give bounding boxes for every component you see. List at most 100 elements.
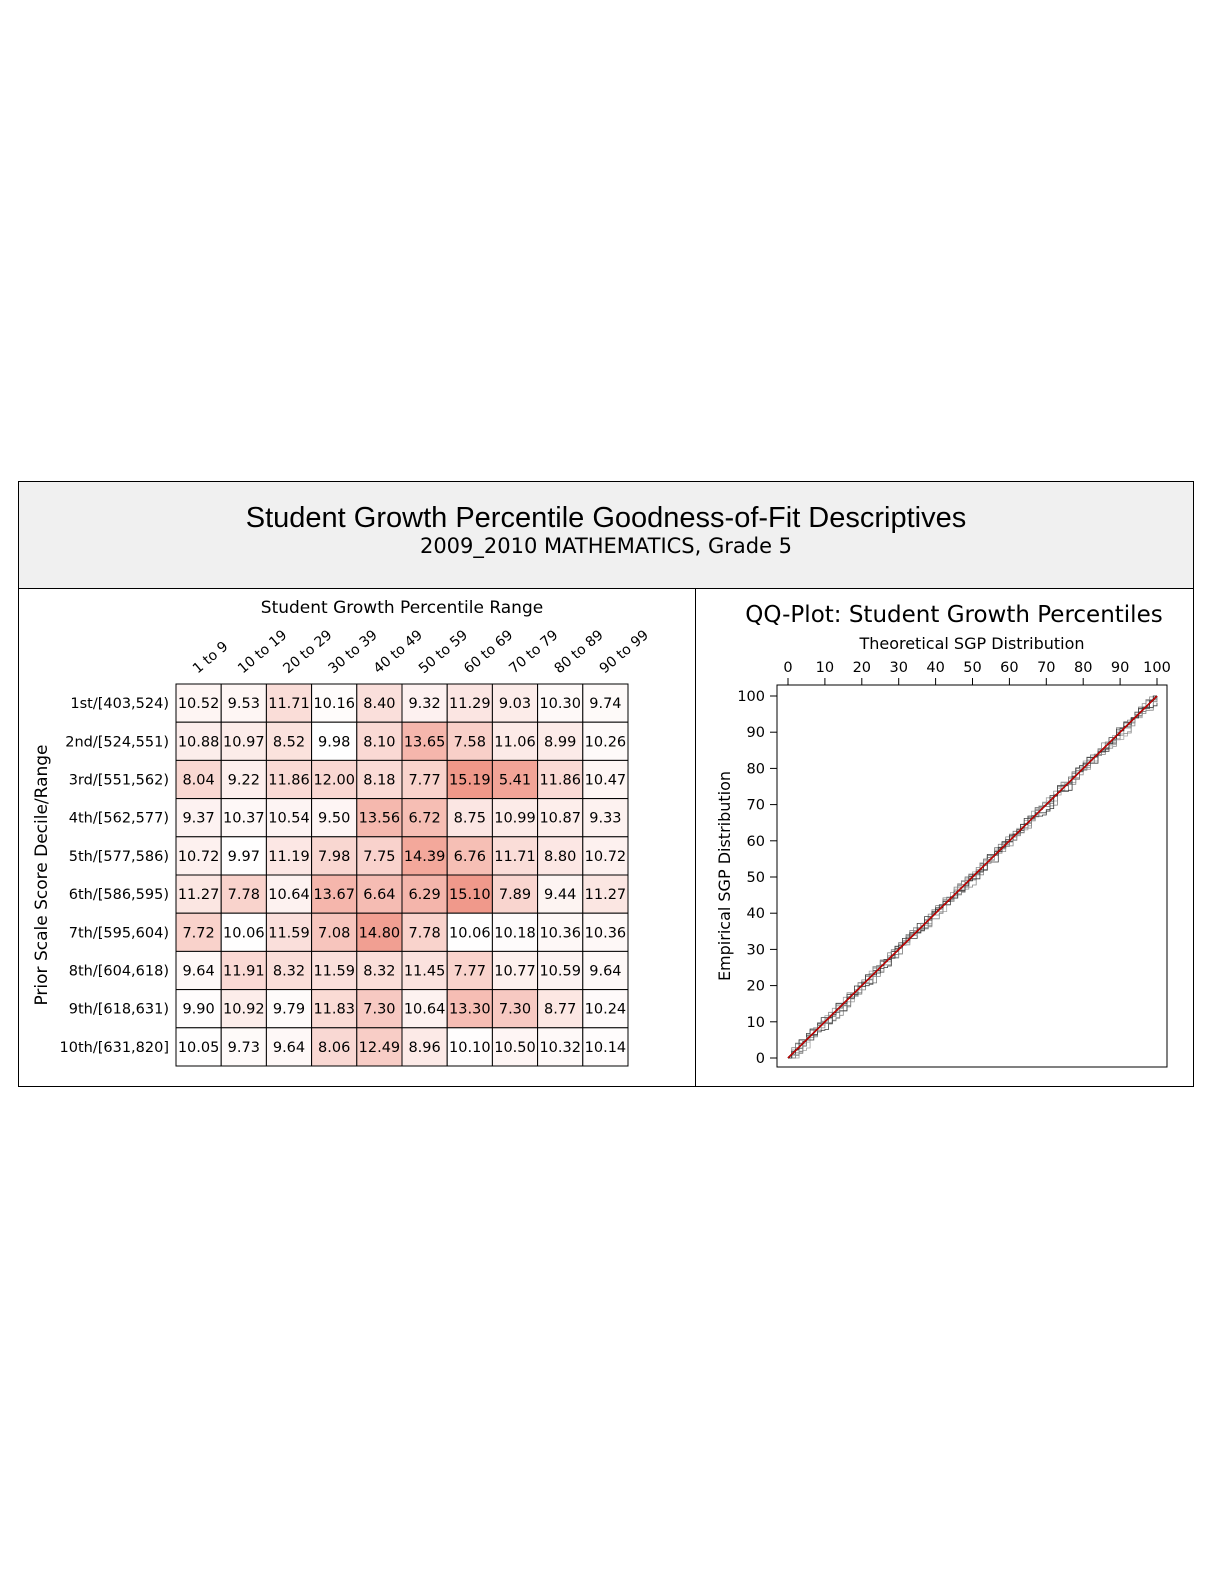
heatmap-row-label: 4th/[562,577) [69, 811, 169, 827]
heatmap-cell-value: 9.32 [408, 696, 440, 712]
heatmap-cell [537, 683, 584, 723]
heatmap-cell-value: 10.88 [178, 734, 220, 750]
heatmap-cell-value: 6.64 [363, 887, 395, 903]
heatmap-cell-value: 7.30 [499, 1002, 531, 1018]
heatmap-column-label: 90 to 99 [597, 627, 652, 677]
heatmap-cell [220, 874, 267, 914]
heatmap-cell-value: 7.75 [363, 849, 395, 865]
heatmap-cell [175, 721, 222, 761]
heatmap-cell [446, 836, 493, 876]
heatmap-column-label: 80 to 89 [551, 627, 606, 677]
qq-y-tick-label: 90 [747, 725, 765, 741]
heatmap-cell [311, 989, 358, 1029]
heatmap-cell-value: 10.87 [539, 811, 581, 827]
heatmap-cell-value: 10.64 [404, 1002, 446, 1018]
heatmap-cell [356, 912, 403, 952]
heatmap-cell [582, 912, 629, 952]
heatmap-cell-value: 11.86 [268, 773, 310, 789]
title-band: Student Growth Percentile Goodness-of-Fi… [19, 482, 1193, 589]
heatmap-cell-value: 9.97 [228, 849, 260, 865]
heatmap-cell-value: 10.06 [449, 925, 491, 941]
heatmap-cell [582, 683, 629, 723]
heatmap-cell-value: 7.77 [408, 773, 440, 789]
heatmap-cell-value: 10.36 [585, 925, 627, 941]
heatmap-cell-value: 8.96 [408, 1040, 440, 1056]
heatmap-cell [356, 950, 403, 991]
heatmap-cell-value: 8.52 [273, 734, 305, 750]
heatmap-cell [220, 759, 267, 800]
heatmap-cell-value: 10.59 [539, 964, 581, 980]
heatmap-cell-value: 7.72 [182, 925, 214, 941]
heatmap-cell-value: 8.99 [544, 734, 576, 750]
heatmap-cell-value: 11.19 [268, 849, 310, 865]
heatmap-cell-value: 6.29 [408, 887, 440, 903]
heatmap-cell-value: 10.26 [585, 734, 627, 750]
heatmap-cell [491, 836, 539, 876]
heatmap-cell-value: 6.72 [408, 811, 440, 827]
heatmap-cell [401, 721, 448, 761]
heatmap-cell-value: 9.44 [544, 887, 576, 903]
heatmap-cell-value: 11.86 [539, 773, 581, 789]
heatmap-cell [582, 874, 629, 914]
heatmap-cell-value: 7.78 [228, 887, 260, 903]
heatmap-cell [537, 798, 584, 838]
heatmap-cell [175, 759, 222, 800]
heatmap-cell [446, 759, 493, 800]
heatmap-cell-value: 7.78 [408, 925, 440, 941]
heatmap-cell-value: 7.58 [454, 734, 486, 750]
heatmap-cell [446, 950, 493, 991]
heatmap-cell-value: 11.59 [268, 925, 310, 941]
heatmap-cell-value: 7.89 [499, 887, 531, 903]
heatmap-cell [265, 721, 313, 761]
heatmap-cell [582, 721, 629, 761]
heatmap-cell [265, 989, 313, 1029]
heatmap-column-label: 10 to 19 [235, 627, 290, 677]
qq-x-tick-label: 10 [816, 660, 834, 676]
qq-empirical-trace [788, 695, 1157, 1059]
heatmap-chart: Student Growth Percentile Range Prior Sca… [32, 598, 652, 1067]
heatmap-column-label: 60 to 69 [461, 627, 516, 677]
heatmap-cell-value: 10.36 [539, 925, 581, 941]
heatmap-row-label: 1st/[403,524) [70, 696, 169, 712]
heatmap-cell-value: 9.79 [273, 1002, 305, 1018]
panel-divider [695, 588, 696, 1086]
heatmap-cell [446, 798, 493, 838]
qq-x-tick-label: 40 [926, 660, 944, 676]
heatmap-cell-value: 10.99 [494, 811, 536, 827]
heatmap-cell [265, 912, 313, 952]
heatmap-cell [311, 874, 358, 914]
heatmap-cell-value: 8.32 [363, 964, 395, 980]
heatmap-cell-value: 9.64 [273, 1040, 305, 1056]
heatmap-column-label: 70 to 79 [506, 627, 561, 677]
heatmap-cell [401, 874, 448, 914]
figure: Student Growth Percentile Goodness-of-Fi… [18, 481, 1194, 1087]
heatmap-cell [401, 683, 448, 723]
heatmap-cell-value: 10.92 [223, 1002, 265, 1018]
heatmap-cell-value: 10.50 [494, 1040, 536, 1056]
heatmap-cell-value: 11.29 [449, 696, 491, 712]
heatmap-column-label: 40 to 49 [371, 627, 426, 677]
heatmap-cell [491, 874, 539, 914]
heatmap-cell-value: 7.30 [363, 1002, 395, 1018]
qq-y-tick-label: 100 [737, 689, 765, 705]
heatmap-cell [175, 950, 222, 991]
heatmap-cell [446, 683, 493, 723]
heatmap-column-label: 1 to 9 [190, 639, 232, 677]
heatmap-cell [265, 874, 313, 914]
heatmap-cell-value: 8.40 [363, 696, 395, 712]
heatmap-cell [582, 836, 629, 876]
heatmap-cell-value: 10.97 [223, 734, 265, 750]
heatmap-cell [356, 683, 403, 723]
heatmap-column-label: 50 to 59 [416, 627, 471, 677]
heatmap-cell-value: 9.64 [182, 964, 214, 980]
heatmap-cell-value: 10.18 [494, 925, 536, 941]
heatmap-cell-value: 9.37 [182, 811, 214, 827]
heatmap-cell-value: 5.41 [499, 773, 531, 789]
heatmap-cell-value: 10.72 [178, 849, 220, 865]
qq-x-tick-label: 30 [889, 660, 907, 676]
qq-x-tick-label: 90 [1111, 660, 1129, 676]
heatmap-cell-value: 12.49 [359, 1040, 401, 1056]
heatmap-column-label: 20 to 29 [280, 627, 335, 677]
heatmap-cell-value: 10.30 [539, 696, 581, 712]
heatmap-cell [401, 1027, 448, 1067]
